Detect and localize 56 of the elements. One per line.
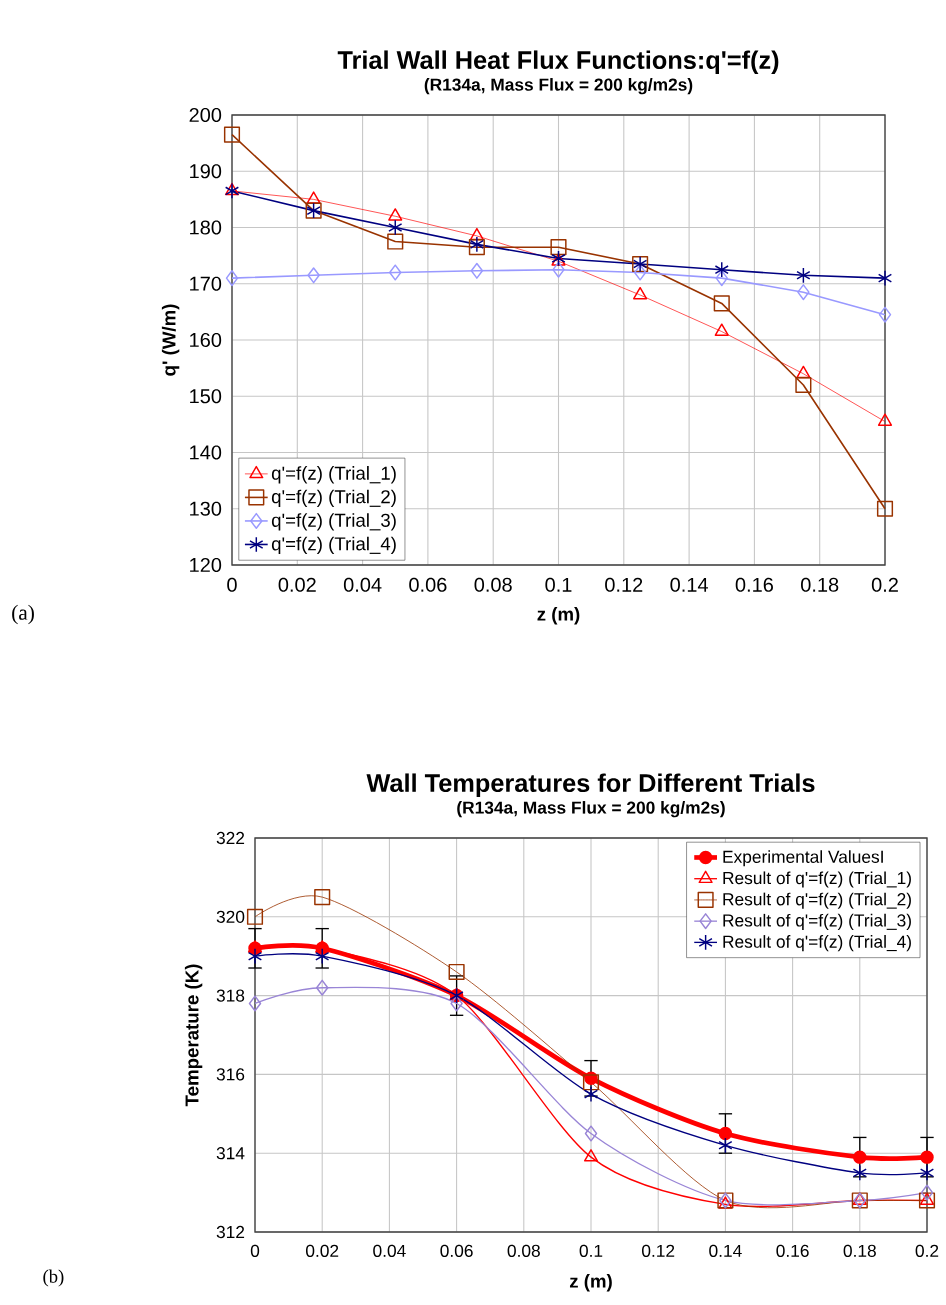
y-axis-title: q' (W/m) (161, 304, 180, 376)
y-axis-title: Temperature (K) (184, 964, 203, 1107)
x-tick-label: 0.04 (343, 577, 382, 592)
legend-label: q'=f(z) (Trial_4) (271, 536, 396, 555)
x-tick-label: 0.02 (306, 1244, 339, 1257)
text: (a) (12, 604, 34, 625)
y-tick-label: 316 (216, 1068, 245, 1081)
y-tick-label: 170 (190, 276, 222, 291)
x-tick-label: 0.12 (642, 1244, 675, 1257)
x-tick-label: 0.08 (507, 1244, 540, 1257)
x-tick-label: 0.1 (545, 577, 572, 592)
x-tick-label: 0 (250, 1244, 260, 1257)
y-tick-label: 120 (190, 557, 222, 573)
x-tick-label: 0.06 (440, 1244, 473, 1257)
y-tick-label: 312 (216, 1225, 245, 1239)
y-tick-label: 150 (190, 389, 222, 404)
x-tick-label: 0.18 (801, 577, 839, 592)
legend-label: Result of q'=f(z) (Trial_2) (723, 892, 911, 909)
legend-label: q'=f(z) (Trial_1) (271, 466, 396, 484)
x-tick-label: 0.14 (709, 1244, 742, 1257)
legend-label: q'=f(z) (Trial_2) (271, 489, 396, 508)
x-tick-label: 0.16 (776, 1244, 809, 1257)
x-axis-title: z (m) (537, 607, 580, 625)
legend-label: Result of q'=f(z) (Trial_4) (723, 935, 911, 952)
chart-title: Wall Temperatures for Different Trials (366, 773, 815, 798)
text: (b) (43, 1269, 64, 1287)
y-tick-label: 180 (190, 220, 222, 235)
x-tick-label: 0.18 (843, 1244, 876, 1257)
x-tick-label: 0.02 (278, 577, 316, 592)
legend-label: Experimental ValuesI (723, 850, 883, 867)
y-tick-label: 160 (190, 332, 222, 348)
x-tick-label: 0.12 (605, 577, 643, 592)
y-tick-label: 314 (216, 1147, 245, 1160)
x-tick-label: 0.14 (670, 577, 708, 592)
legend-label: Result of q'=f(z) (Trial_3) (723, 913, 911, 931)
x-tick-label: 0.16 (735, 577, 773, 592)
chart-subtitle: (R134a, Mass Flux = 200 kg/m2s) (424, 78, 693, 95)
x-tick-label: 0.04 (373, 1244, 406, 1257)
y-tick-label: 320 (216, 910, 245, 923)
legend-label: q'=f(z) (Trial_3) (271, 513, 396, 531)
y-tick-label: 318 (216, 989, 245, 1002)
x-tick-label: 0.2 (915, 1244, 939, 1257)
y-tick-label: 140 (190, 445, 222, 460)
x-tick-label: 0.06 (409, 577, 447, 592)
legend-label: Result of q'=f(z) (Trial_1) (723, 871, 911, 888)
x-tick-label: 0.2 (871, 577, 898, 592)
x-tick-label: 0.1 (579, 1244, 603, 1257)
x-tick-label: 0 (227, 577, 237, 592)
y-tick-label: 190 (190, 164, 222, 179)
y-tick-label: 130 (190, 501, 222, 516)
chart-subtitle: (R134a, Mass Flux = 200 kg/m2s) (457, 801, 725, 818)
x-tick-label: 0.08 (474, 577, 512, 592)
x-axis-title: z (m) (569, 1274, 612, 1292)
y-tick-label: 322 (216, 831, 245, 845)
chart-title: Trial Wall Heat Flux Functions:q'=f(z) (337, 50, 779, 75)
y-tick-label: 200 (189, 107, 222, 123)
